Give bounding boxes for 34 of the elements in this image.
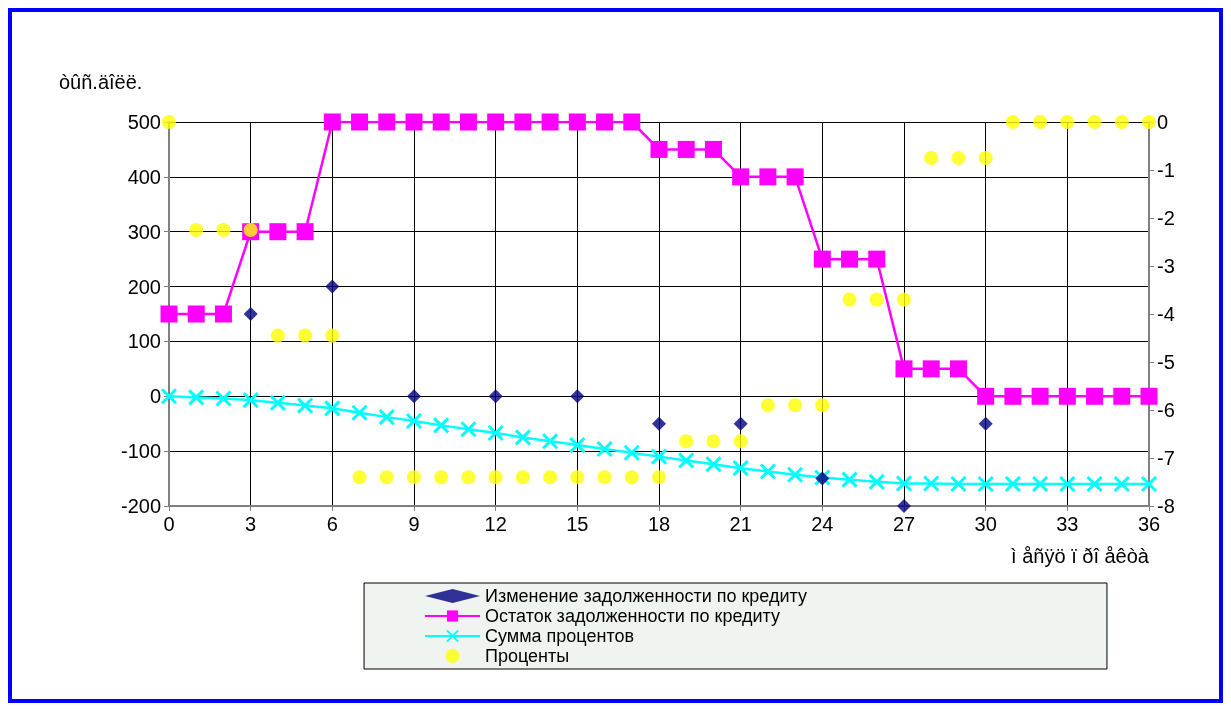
y-tick-label: 500 bbox=[127, 111, 161, 133]
x-tick-label: 30 bbox=[974, 513, 997, 535]
y-axis-title: òûñ.äîëë. bbox=[59, 71, 143, 93]
y2-tick-label: -1 bbox=[1157, 159, 1175, 181]
y-tick-label: 200 bbox=[127, 275, 161, 298]
y-tick-label: 100 bbox=[127, 330, 161, 353]
x-tick-label: 33 bbox=[1056, 513, 1079, 535]
y2-tick-label: -3 bbox=[1157, 255, 1175, 277]
legend-label: Изменение задолженности по кредиту bbox=[485, 586, 807, 606]
x-axis-title: ì åñÿö ï ðî åêòà bbox=[1011, 545, 1150, 567]
y2-tick-label: -4 bbox=[1157, 303, 1175, 325]
legend-label: Проценты bbox=[485, 646, 570, 666]
x-tick-label: 12 bbox=[484, 513, 507, 535]
y-tick-label: -100 bbox=[120, 440, 161, 463]
y-tick-label: -200 bbox=[120, 495, 161, 517]
x-tick-label: 0 bbox=[163, 513, 175, 535]
x-tick-label: 15 bbox=[566, 513, 589, 535]
y2-tick-label: -2 bbox=[1157, 207, 1175, 229]
y-tick-label: 400 bbox=[127, 165, 161, 188]
y-tick-label: 0 bbox=[149, 385, 161, 408]
x-tick-label: 6 bbox=[326, 513, 338, 535]
y2-tick-label: -5 bbox=[1157, 351, 1175, 373]
y-tick-label: 300 bbox=[127, 220, 161, 243]
x-tick-label: 18 bbox=[647, 513, 671, 535]
x-tick-label: 9 bbox=[408, 513, 420, 535]
y2-tick-label: -6 bbox=[1157, 399, 1175, 421]
legend-label: Остаток задолженности по кредиту bbox=[485, 606, 781, 626]
x-tick-label: 21 bbox=[729, 513, 752, 535]
x-tick-label: 24 bbox=[811, 513, 834, 535]
x-tick-label: 27 bbox=[892, 513, 916, 535]
y2-tick-label: -7 bbox=[1157, 447, 1175, 469]
x-tick-label: 3 bbox=[245, 513, 257, 535]
legend-label: Сумма процентов bbox=[485, 626, 635, 646]
y2-tick-label: 0 bbox=[1157, 111, 1169, 133]
